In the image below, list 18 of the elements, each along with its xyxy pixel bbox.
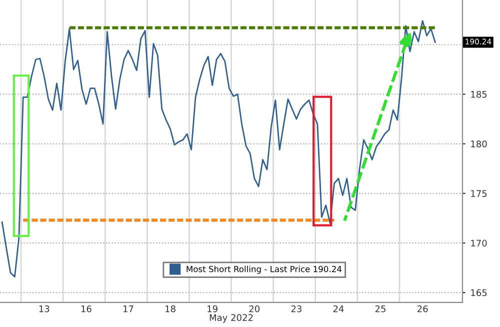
x-tick-label: 20 bbox=[249, 305, 260, 312]
legend-label: Most Short Rolling - Last Price 190.24 bbox=[186, 266, 342, 274]
x-tick-label: 13 bbox=[39, 305, 50, 312]
x-tick-label: 16 bbox=[81, 305, 92, 312]
x-tick-label: 19 bbox=[208, 305, 218, 312]
x-tick-label: 18 bbox=[166, 305, 176, 312]
y-tick-label: 180 bbox=[471, 140, 487, 148]
line-series bbox=[1, 20, 436, 278]
y-tick-label: 170 bbox=[471, 240, 487, 247]
x-tick-label: 24 bbox=[333, 305, 344, 312]
y-tick-label: 185 bbox=[471, 90, 487, 98]
x-tick-label: 26 bbox=[417, 305, 428, 312]
x-axis-title: May 2022 bbox=[210, 314, 253, 323]
x-tick-label: 25 bbox=[375, 305, 386, 312]
y-tick-label: 165 bbox=[471, 289, 487, 296]
y-tick-label: 175 bbox=[471, 190, 487, 197]
x-tick-label: 23 bbox=[291, 305, 302, 312]
x-tick-label: 17 bbox=[123, 306, 134, 312]
